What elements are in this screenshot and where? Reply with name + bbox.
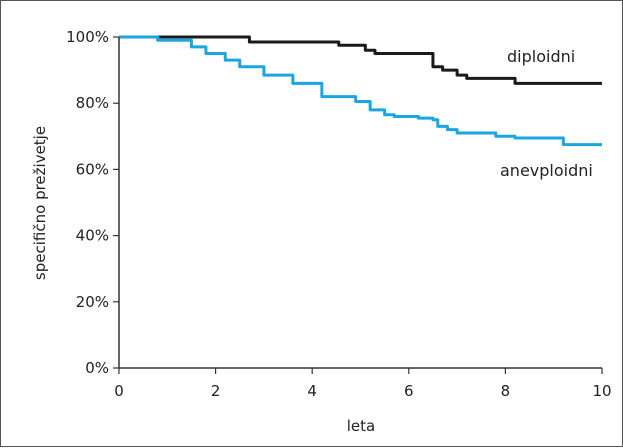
y-axis-title: specifično preživetje: [31, 126, 49, 280]
x-tick-label: 0: [114, 382, 124, 400]
x-axis-title: leta: [347, 417, 375, 435]
y-tick-label: 60%: [76, 160, 109, 178]
series-label-anevploidni: anevploidni: [500, 161, 593, 180]
series-layer: [119, 35, 602, 147]
x-tick-label: 8: [501, 382, 511, 400]
x-tick-label: 4: [307, 382, 317, 400]
x-tick-label: 10: [592, 382, 611, 400]
x-tick-label: 6: [404, 382, 414, 400]
series-line-diploidni: [119, 35, 602, 85]
tick-layer: 0 2 4 6 8 100%20%40%60%80%100%: [66, 28, 611, 400]
y-tick-label: 100%: [66, 28, 109, 46]
y-tick-label: 80%: [76, 94, 109, 112]
y-tick-label: 20%: [76, 293, 109, 311]
series-label-diploidni: diploidni: [507, 47, 575, 66]
y-tick-label: 40%: [76, 227, 109, 245]
x-tick-label: 2: [211, 382, 221, 400]
y-tick-label: 0%: [85, 359, 109, 377]
series-line-anevploidni: [119, 35, 602, 147]
